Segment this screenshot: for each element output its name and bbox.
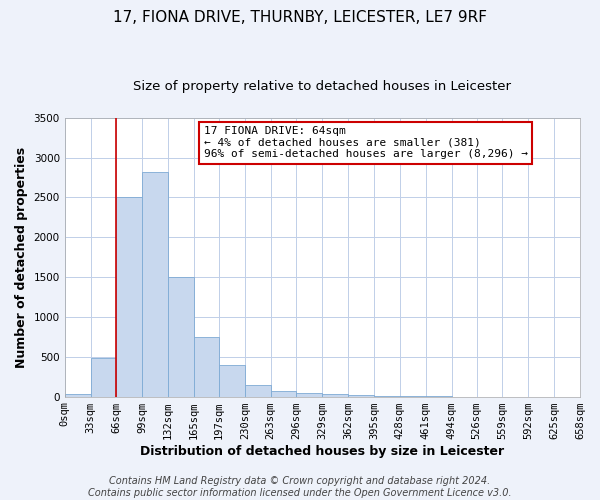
Text: 17 FIONA DRIVE: 64sqm
← 4% of detached houses are smaller (381)
96% of semi-deta: 17 FIONA DRIVE: 64sqm ← 4% of detached h… (204, 126, 528, 160)
X-axis label: Distribution of detached houses by size in Leicester: Distribution of detached houses by size … (140, 444, 505, 458)
Bar (348, 395, 374, 396)
Text: 17, FIONA DRIVE, THURNBY, LEICESTER, LE7 9RF: 17, FIONA DRIVE, THURNBY, LEICESTER, LE7… (113, 10, 487, 25)
Bar (65, 394, 91, 396)
Bar (322, 394, 348, 396)
Bar (142, 172, 168, 396)
Y-axis label: Number of detached properties: Number of detached properties (15, 146, 28, 368)
Text: Contains HM Land Registry data © Crown copyright and database right 2024.
Contai: Contains HM Land Registry data © Crown c… (88, 476, 512, 498)
Bar (219, 364, 245, 396)
Bar (168, 277, 194, 396)
Bar (296, 392, 322, 396)
Bar (271, 390, 296, 396)
Bar (91, 358, 116, 397)
Title: Size of property relative to detached houses in Leicester: Size of property relative to detached ho… (133, 80, 511, 93)
Bar (194, 337, 219, 396)
Bar (245, 384, 271, 396)
Bar (116, 198, 142, 396)
